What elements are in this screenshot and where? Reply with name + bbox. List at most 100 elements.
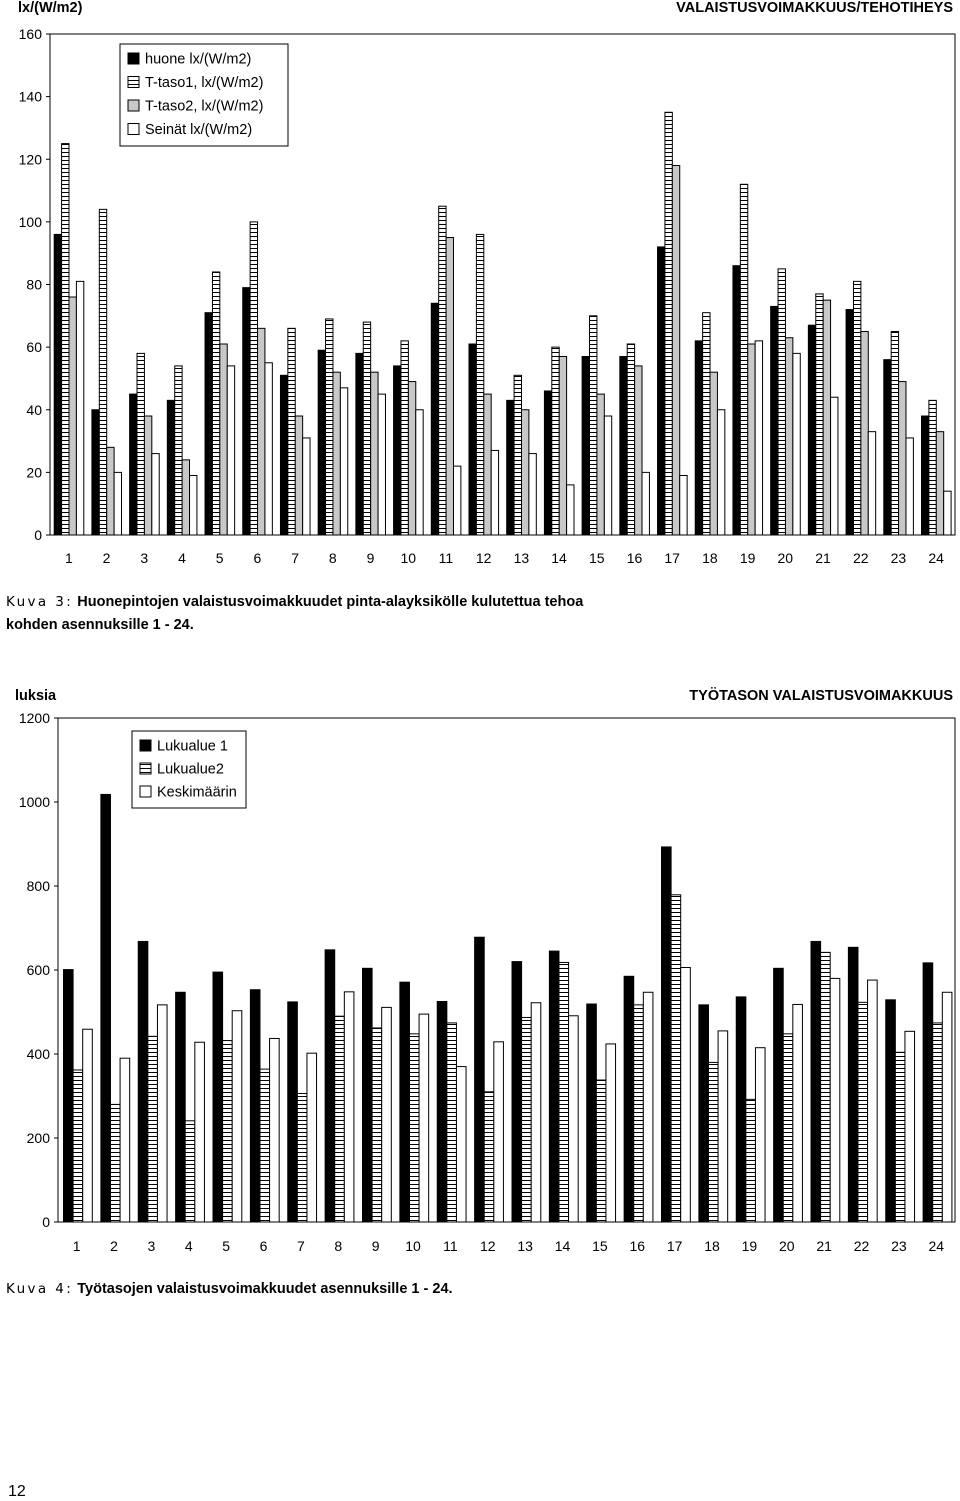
bar-hstripe-12 bbox=[475, 233, 485, 536]
legend-swatch-hstripe bbox=[139, 762, 152, 775]
x-tick-label: 22 bbox=[854, 1238, 870, 1254]
bar-white-14 bbox=[566, 484, 575, 536]
y-tick-label: 1200 bbox=[19, 710, 50, 726]
bar-solid-23 bbox=[883, 359, 892, 536]
chart-title: VALAISTUSVOIMAKKUUS/TEHOTIHEYS bbox=[676, 0, 953, 16]
bar-gray-4 bbox=[181, 459, 191, 536]
bar-hstripe-1 bbox=[72, 1069, 84, 1223]
bar-hstripe-8 bbox=[334, 1015, 345, 1223]
bar-hstripe-9 bbox=[371, 1027, 383, 1223]
bar-solid-7 bbox=[279, 374, 289, 536]
bar-hstripe-10 bbox=[408, 1033, 420, 1223]
bar-gray-12 bbox=[483, 393, 492, 536]
bar-gray-7 bbox=[294, 415, 304, 536]
x-tick-label: 19 bbox=[740, 550, 756, 566]
x-tick-label: 4 bbox=[178, 550, 186, 566]
bar-hstripe-21 bbox=[820, 951, 831, 1223]
bar-solid-9 bbox=[355, 352, 364, 536]
bar-solid-21 bbox=[807, 324, 817, 536]
bar-white-6 bbox=[264, 362, 273, 536]
bar-gray-21 bbox=[822, 299, 832, 536]
x-tick-label: 3 bbox=[148, 1238, 156, 1254]
bar-solid-8 bbox=[317, 349, 327, 536]
bar-hstripe-10 bbox=[400, 340, 409, 536]
bar-white-4 bbox=[189, 475, 198, 536]
bar-solid-11 bbox=[430, 302, 440, 536]
bar-solid-16 bbox=[619, 356, 628, 536]
bar-gray-23 bbox=[898, 381, 907, 536]
bar-white-22 bbox=[867, 979, 878, 1223]
x-tick-label: 20 bbox=[778, 550, 794, 566]
bar-white-9 bbox=[377, 393, 386, 536]
legend-swatch-hstripe bbox=[127, 76, 140, 88]
bar-white-7 bbox=[306, 1052, 318, 1223]
legend-swatch-white bbox=[127, 123, 140, 135]
bar-gray-2 bbox=[106, 446, 115, 536]
bar-solid-17 bbox=[657, 246, 666, 536]
bar-solid-5 bbox=[204, 312, 213, 536]
legend-label: T-taso1, lx/(W/m2) bbox=[145, 75, 263, 91]
bar-solid-7 bbox=[287, 1001, 298, 1223]
bar-white-7 bbox=[302, 437, 311, 536]
legend-label: Lukualue 1 bbox=[157, 739, 228, 755]
x-tick-label: 14 bbox=[551, 550, 567, 566]
bar-solid-11 bbox=[436, 1001, 448, 1223]
x-tick-label: 2 bbox=[103, 550, 111, 566]
figure-3-caption: Kuva 3: Huonepintojen valaistusvoimakkuu… bbox=[6, 591, 946, 637]
bar-white-2 bbox=[113, 471, 123, 536]
bar-hstripe-1 bbox=[61, 143, 70, 536]
x-tick-label: 9 bbox=[372, 1238, 380, 1254]
bar-white-20 bbox=[792, 1003, 803, 1223]
legend-box bbox=[119, 43, 289, 147]
bar-hstripe-2 bbox=[98, 208, 108, 536]
bar-hstripe-24 bbox=[928, 399, 937, 536]
legend-swatch-solid bbox=[127, 52, 140, 65]
y-tick-label: 100 bbox=[19, 214, 43, 230]
x-tick-label: 14 bbox=[555, 1238, 571, 1254]
bar-white-23 bbox=[904, 1030, 916, 1223]
worktop-illuminance-chart: 0 200 400 600 800 1000 1200 luksia TYÖTASON VALA… bbox=[15, 687, 956, 1254]
legend-swatch-gray bbox=[127, 99, 140, 112]
bar-hstripe-6 bbox=[249, 221, 259, 536]
bar-hstripe-7 bbox=[287, 327, 296, 536]
bar-gray-17 bbox=[671, 165, 681, 536]
bar-solid-10 bbox=[399, 981, 410, 1223]
x-tick-label: 17 bbox=[664, 550, 680, 566]
bar-hstripe-20 bbox=[782, 1033, 794, 1223]
bar-hstripe-19 bbox=[739, 183, 749, 536]
figure-4-text: Työtasojen valaistusvoimakkuudet asennuk… bbox=[77, 1281, 453, 1297]
bar-white-24 bbox=[943, 490, 952, 536]
bar-solid-12 bbox=[474, 936, 485, 1223]
y-tick-label: 80 bbox=[26, 277, 42, 293]
x-tick-label: 9 bbox=[367, 550, 375, 566]
bar-solid-6 bbox=[242, 287, 251, 536]
x-tick-label: 3 bbox=[140, 550, 148, 566]
bar-solid-16 bbox=[623, 975, 635, 1223]
bar-gray-20 bbox=[784, 337, 794, 536]
bar-white-10 bbox=[418, 1013, 430, 1223]
page-number: 12 bbox=[8, 1483, 26, 1500]
x-tick-label: 21 bbox=[815, 550, 831, 566]
bar-hstripe-15 bbox=[589, 315, 598, 536]
bar-hstripe-4 bbox=[174, 365, 183, 536]
y-tick-label: 0 bbox=[34, 527, 42, 543]
bar-white-19 bbox=[754, 1047, 766, 1223]
x-tick-label: 6 bbox=[253, 550, 261, 566]
bar-white-11 bbox=[452, 465, 462, 536]
bar-solid-19 bbox=[732, 265, 741, 536]
bar-white-10 bbox=[415, 409, 424, 536]
bar-gray-8 bbox=[332, 371, 341, 536]
bar-white-1 bbox=[82, 1028, 93, 1223]
x-tick-label: 11 bbox=[439, 550, 454, 566]
legend-label: huone lx/(W/m2) bbox=[145, 52, 251, 68]
y-tick-label: 1000 bbox=[19, 794, 50, 810]
x-tick-label: 13 bbox=[514, 550, 530, 566]
bar-hstripe-5 bbox=[222, 1040, 233, 1223]
bar-solid-22 bbox=[845, 309, 854, 536]
legend-swatch-solid bbox=[139, 739, 152, 752]
bar-solid-15 bbox=[586, 1003, 597, 1223]
bar-solid-4 bbox=[166, 399, 176, 536]
x-tick-label: 16 bbox=[630, 1238, 646, 1254]
legend-swatch-white bbox=[139, 785, 152, 798]
bar-white-17 bbox=[680, 966, 691, 1223]
